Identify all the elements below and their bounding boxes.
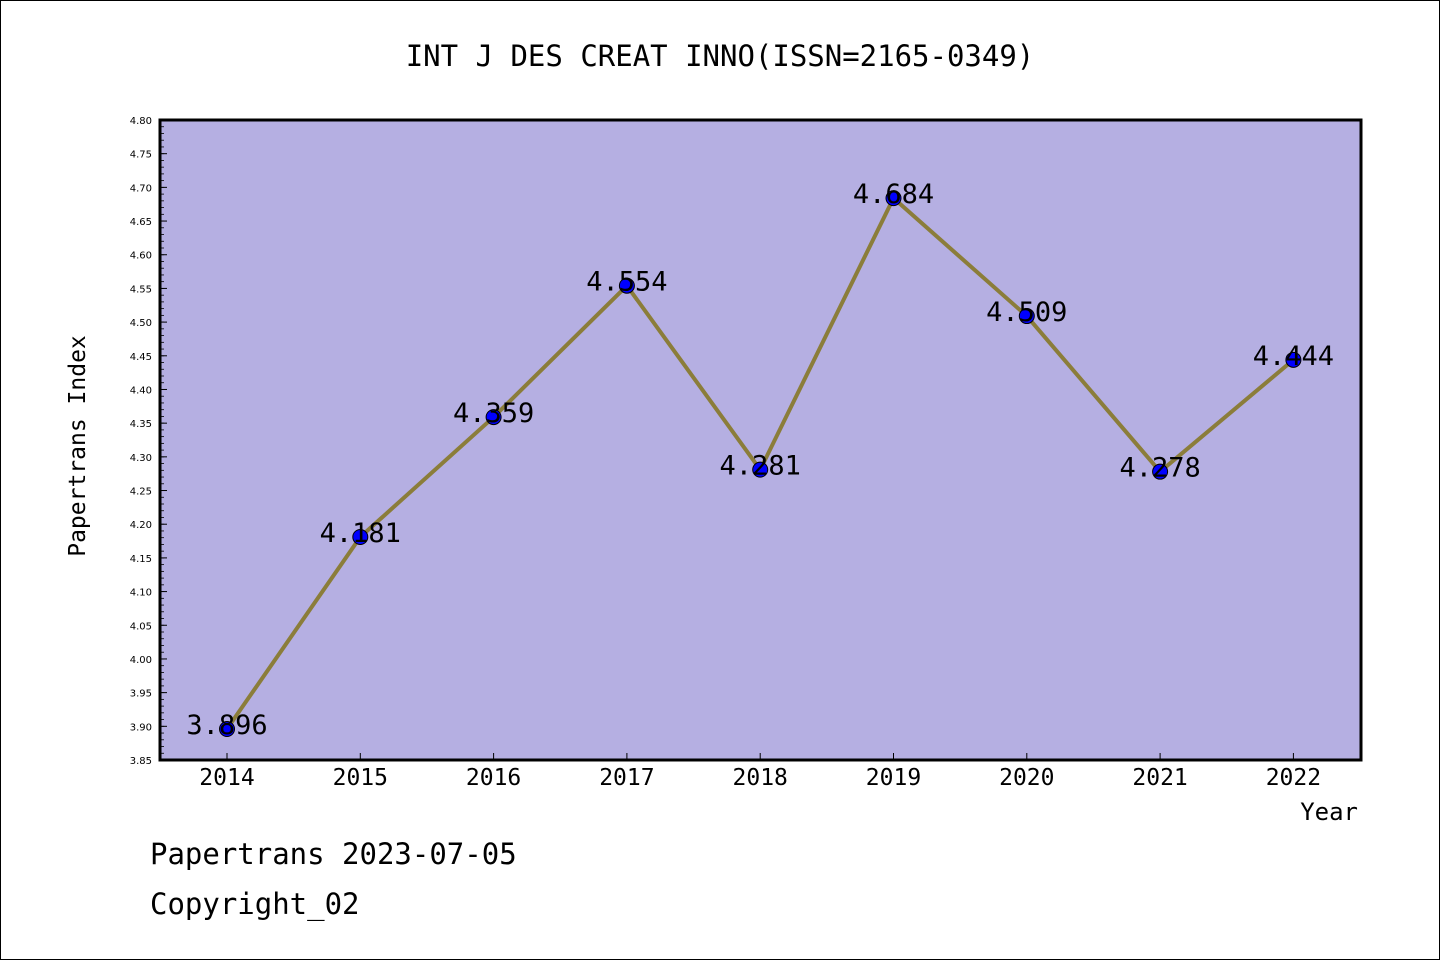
y-tick-label: 4.70 xyxy=(130,183,152,194)
data-label: 4.278 xyxy=(1119,453,1200,484)
data-point-marker xyxy=(219,721,235,738)
data-label: 4.444 xyxy=(1253,341,1334,372)
data-label: 4.684 xyxy=(853,179,934,210)
data-point-marker xyxy=(1285,351,1302,368)
x-tick-label: 2016 xyxy=(466,765,521,791)
x-tick-label: 2020 xyxy=(999,765,1054,791)
y-tick-label: 3.85 xyxy=(130,756,152,767)
y-tick-label: 4.45 xyxy=(130,352,152,363)
data-label: 4.509 xyxy=(986,297,1067,328)
data-label: 4.181 xyxy=(320,518,401,549)
footer-copyright-text: Copyright_02 xyxy=(150,887,360,922)
data-point-marker xyxy=(485,409,502,426)
data-point-marker xyxy=(752,461,769,478)
plot-area xyxy=(158,118,1363,762)
data-label: 4.281 xyxy=(720,451,801,482)
data-labels: 3.896 4.181 4.359 4.554 4.281 4.684 4.509 4.278… xyxy=(186,179,1334,741)
y-tick-label: 4.75 xyxy=(130,150,152,161)
y-axis: 3.85 3.90 3.95 4.00 4.05 4.10 4.15 4.20 4.25 4.30… xyxy=(130,116,167,767)
y-tick-label: 4.80 xyxy=(130,116,152,127)
data-point-marker xyxy=(1018,308,1035,325)
y-tick-label: 4.50 xyxy=(130,318,152,329)
x-tick-label: 2019 xyxy=(866,765,921,791)
x-tick-label: 2018 xyxy=(733,765,788,791)
y-tick-label: 4.35 xyxy=(130,419,152,430)
y-tick-label: 3.95 xyxy=(130,689,152,700)
x-axis: 2014 2015 2016 2017 2018 2019 2020 2021 2022 xyxy=(199,753,1321,791)
x-tick-label: 2021 xyxy=(1132,765,1187,791)
y-tick-label: 4.55 xyxy=(130,284,152,295)
x-tick-label: 2014 xyxy=(199,765,254,791)
data-label: 4.554 xyxy=(586,267,667,298)
x-tick-label: 2015 xyxy=(333,765,388,791)
y-tick-label: 4.65 xyxy=(130,217,152,228)
y-tick-label: 4.05 xyxy=(130,621,152,632)
y-tick-label: 4.15 xyxy=(130,554,152,565)
x-tick-label: 2022 xyxy=(1266,765,1321,791)
x-axis-label: Year xyxy=(1300,798,1358,826)
data-point-marker xyxy=(1152,463,1169,480)
y-tick-label: 3.90 xyxy=(130,722,152,733)
data-label: 3.896 xyxy=(186,710,267,741)
y-tick-label: 4.10 xyxy=(130,588,152,599)
data-points xyxy=(219,190,1302,738)
y-axis-label: Papertrans Index xyxy=(65,335,91,557)
y-tick-label: 4.40 xyxy=(130,385,152,396)
y-tick-label: 4.25 xyxy=(130,487,152,498)
chart-title: INT J DES CREAT INNO(ISSN=2165-0349) xyxy=(406,39,1035,73)
y-tick-label: 4.30 xyxy=(130,453,152,464)
data-point-marker xyxy=(618,277,635,294)
data-point-marker xyxy=(352,529,369,546)
data-label: 4.359 xyxy=(453,398,534,429)
x-tick-label: 2017 xyxy=(599,765,654,791)
footer-date-text: Papertrans 2023-07-05 xyxy=(150,837,517,871)
y-tick-label: 4.60 xyxy=(130,251,152,262)
y-tick-label: 4.00 xyxy=(130,655,152,666)
data-point-marker xyxy=(885,190,902,207)
y-tick-label: 4.20 xyxy=(130,520,152,531)
